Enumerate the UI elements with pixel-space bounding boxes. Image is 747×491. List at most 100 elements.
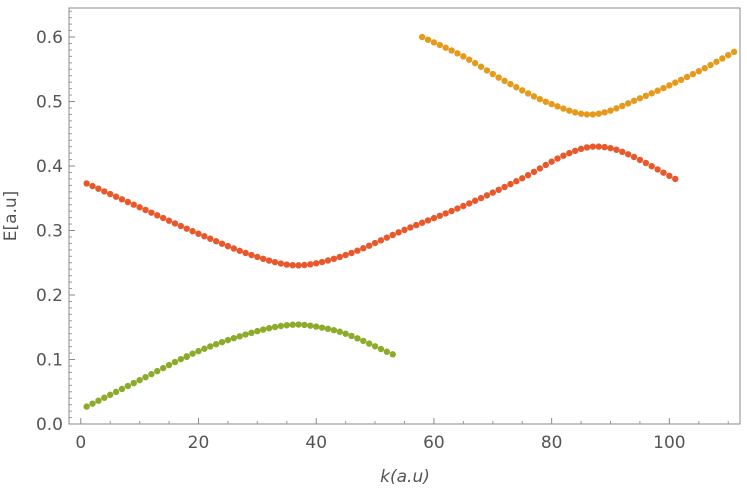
x-tick-label: 60 xyxy=(423,433,445,453)
series-2-point xyxy=(648,162,655,170)
series-2-point xyxy=(542,161,549,169)
series-1-point xyxy=(254,327,261,335)
series-2-point xyxy=(224,242,232,250)
series-2-point xyxy=(524,171,532,179)
series-2-point xyxy=(89,182,96,190)
series-1-point xyxy=(89,400,96,407)
series-2-point xyxy=(401,226,408,234)
series-3-point xyxy=(524,90,532,97)
series-1-point xyxy=(154,367,161,375)
series-2-point xyxy=(530,168,538,176)
series-3-point xyxy=(601,109,608,116)
series-1-point xyxy=(371,343,379,350)
series-2-point xyxy=(324,257,332,264)
series-3-point xyxy=(672,79,679,86)
series-2-point xyxy=(436,212,444,219)
series-2-point xyxy=(583,144,591,151)
series-1-point xyxy=(230,334,238,342)
series-3-point xyxy=(530,93,538,100)
series-1-point xyxy=(112,388,120,396)
y-tick-label: 0.5 xyxy=(36,93,63,113)
series-1-point xyxy=(118,385,126,393)
series-2-point xyxy=(118,196,126,203)
series-2-point xyxy=(613,146,620,153)
series-2-point xyxy=(159,214,167,222)
series-1-point xyxy=(224,336,232,344)
series-2-point xyxy=(566,149,573,157)
series-2-point xyxy=(571,147,579,155)
series-2-point xyxy=(295,262,302,269)
series-2-point xyxy=(354,247,361,254)
series-2-point xyxy=(112,193,120,200)
series-1-point xyxy=(236,333,243,340)
series-2-point xyxy=(407,224,414,231)
series-2-point xyxy=(554,155,561,162)
series-2-point xyxy=(289,262,296,269)
series-2-point xyxy=(519,175,526,182)
series-1-point xyxy=(389,351,396,358)
series-3-point xyxy=(442,44,449,51)
series-2-point xyxy=(365,242,373,249)
series-1-point xyxy=(336,328,343,335)
series-2-point xyxy=(301,261,308,269)
series-3-point xyxy=(424,36,432,43)
series-3-point xyxy=(466,56,473,63)
series-3-point xyxy=(595,110,602,117)
series-3-point xyxy=(630,97,638,104)
series-2-point xyxy=(154,212,161,219)
x-tick-label: 20 xyxy=(188,433,210,453)
y-tick-label: 0.2 xyxy=(36,286,63,306)
x-tick-label: 100 xyxy=(653,433,685,453)
series-2-point xyxy=(313,260,320,267)
series-3-point xyxy=(448,47,455,54)
series-2-point xyxy=(330,255,338,262)
series-1-point xyxy=(295,321,302,328)
series-3-point xyxy=(495,74,502,81)
series-2-point xyxy=(95,185,102,192)
series-3-point xyxy=(730,48,738,56)
series-2-point xyxy=(536,165,544,172)
series-1-point xyxy=(248,329,255,336)
series-1-point xyxy=(101,394,108,401)
series-1-point xyxy=(348,332,355,340)
series-1-point xyxy=(142,373,149,381)
series-3-point xyxy=(607,107,614,114)
series-2-point xyxy=(395,229,402,236)
series-3-point xyxy=(566,107,573,114)
series-1-point xyxy=(195,347,202,355)
series-3-point xyxy=(619,102,626,110)
series-3-point xyxy=(642,92,650,100)
series-3-point xyxy=(713,58,720,65)
series-2-point xyxy=(307,261,314,268)
series-1-point xyxy=(307,322,314,329)
series-2-point xyxy=(483,192,491,199)
data-points xyxy=(83,33,738,410)
series-3-point xyxy=(483,67,491,74)
series-2-point xyxy=(666,172,673,180)
series-2-point xyxy=(101,188,108,195)
y-tick-label: 0.1 xyxy=(36,351,63,371)
x-tick-label: 80 xyxy=(541,433,563,453)
series-3-point xyxy=(683,73,691,81)
series-1-point xyxy=(242,331,249,338)
series-2-point xyxy=(477,194,485,202)
series-3-point xyxy=(548,100,555,108)
series-3-point xyxy=(489,70,496,78)
y-tick-label: 0.0 xyxy=(36,415,63,435)
series-3-point xyxy=(666,82,673,89)
series-3-point xyxy=(636,95,644,102)
series-2-point xyxy=(507,180,514,188)
series-1-point xyxy=(95,397,102,404)
series-2-point xyxy=(271,258,279,266)
series-3-point xyxy=(725,51,732,59)
series-1-point xyxy=(83,403,90,410)
series-1-point xyxy=(330,326,338,334)
series-1-point xyxy=(324,325,332,333)
series-2-point xyxy=(489,189,496,196)
series-1-point xyxy=(277,322,285,330)
series-3-point xyxy=(477,63,485,70)
series-2-point xyxy=(442,210,449,217)
series-1-point xyxy=(383,348,391,355)
series-1-point xyxy=(201,345,208,352)
series-3-point xyxy=(660,84,667,92)
